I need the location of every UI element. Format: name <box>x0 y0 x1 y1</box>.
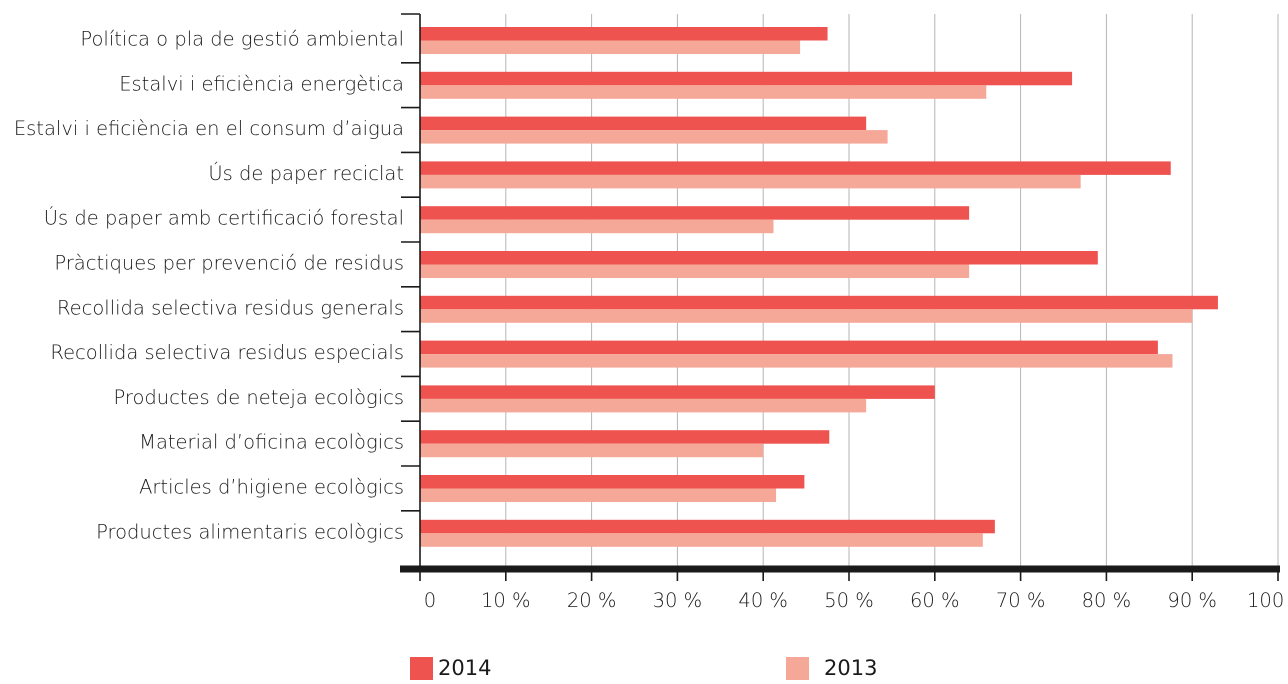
bar-2013-1 <box>420 40 801 54</box>
category-labels: Política o pla de gestió ambiental Estalv… <box>14 28 404 544</box>
category-label-6: Pràctiques per prevenció de residus <box>54 252 404 275</box>
bar-2014-4 <box>420 161 1171 175</box>
category-label-9: Productes de neteja ecològics <box>113 386 404 409</box>
bar-2013-4 <box>420 174 1081 189</box>
bar-2013-9 <box>420 398 867 413</box>
legend: 2014 2013 <box>410 656 877 680</box>
bar-2014-7 <box>420 295 1218 310</box>
category-label-3: Estalvi i eficiència en el consum d’aigu… <box>14 117 404 140</box>
x-tick-label-40: 40 % <box>738 589 788 612</box>
x-tick-label-90: 90 % <box>1167 589 1217 612</box>
category-label-8: Recollida selectiva residus especials <box>50 341 404 364</box>
bar-2014-12 <box>420 519 995 534</box>
bar-2014-6 <box>420 251 1098 265</box>
bar-2013-12 <box>420 533 983 547</box>
category-label-7: Recollida selectiva residus generals <box>57 296 404 319</box>
bar-2014-11 <box>420 475 805 489</box>
bar-2013-3 <box>420 130 888 144</box>
bar-2013-6 <box>420 264 970 278</box>
x-tick-label-30: 30 % <box>653 589 703 612</box>
bar-2013-7 <box>420 309 1193 323</box>
legend-label-2013: 2013 <box>824 656 877 680</box>
x-tick-label-70: 70 % <box>996 589 1046 612</box>
x-tick-labels: 0 10 % 20 % 30 % 40 % 50 % 60 % 70 % 80 % 90 % 100… <box>424 589 1288 612</box>
bars <box>420 27 1218 547</box>
bar-2013-8 <box>420 354 1173 368</box>
bar-2014-2 <box>420 71 1073 86</box>
x-tick-label-0: 0 <box>424 589 436 612</box>
category-label-4: Ús de paper reciclat <box>208 161 404 185</box>
bar-2014-5 <box>420 206 970 220</box>
x-axis-line <box>400 565 1280 573</box>
category-label-12: Productes alimentaris ecològics <box>96 520 404 543</box>
category-label-11: Articles d’higiene ecològics <box>139 476 404 499</box>
bar-2013-10 <box>420 443 764 458</box>
category-label-2: Estalvi i eficiència energètica <box>119 72 404 95</box>
category-label-1: Política o pla de gestió ambiental <box>80 28 404 51</box>
category-label-10: Material d’oficina ecològics <box>139 431 404 454</box>
bar-2014-3 <box>420 116 867 131</box>
x-tick-label-20: 20 % <box>567 589 617 612</box>
x-tick-label-100: 100 % <box>1247 589 1288 612</box>
grid-lines <box>505 14 1279 569</box>
bar-2013-5 <box>420 219 774 234</box>
bar-2014-10 <box>420 430 830 444</box>
bar-2013-2 <box>420 85 987 99</box>
bar-2013-11 <box>420 488 777 502</box>
x-tick-label-60: 60 % <box>910 589 960 612</box>
x-tick-label-10: 10 % <box>481 589 531 612</box>
x-tick-label-50: 50 % <box>824 589 874 612</box>
legend-label-2014: 2014 <box>438 656 491 680</box>
category-label-5: Ús de paper amb certificació forestal <box>44 206 404 230</box>
legend-swatch-2014 <box>410 657 433 680</box>
bar-2014-9 <box>420 385 935 399</box>
x-tick-label-80: 80 % <box>1082 589 1132 612</box>
legend-swatch-2013 <box>786 657 809 680</box>
bar-2014-1 <box>420 27 828 41</box>
axes <box>400 13 1280 581</box>
bar-2014-8 <box>420 340 1158 355</box>
